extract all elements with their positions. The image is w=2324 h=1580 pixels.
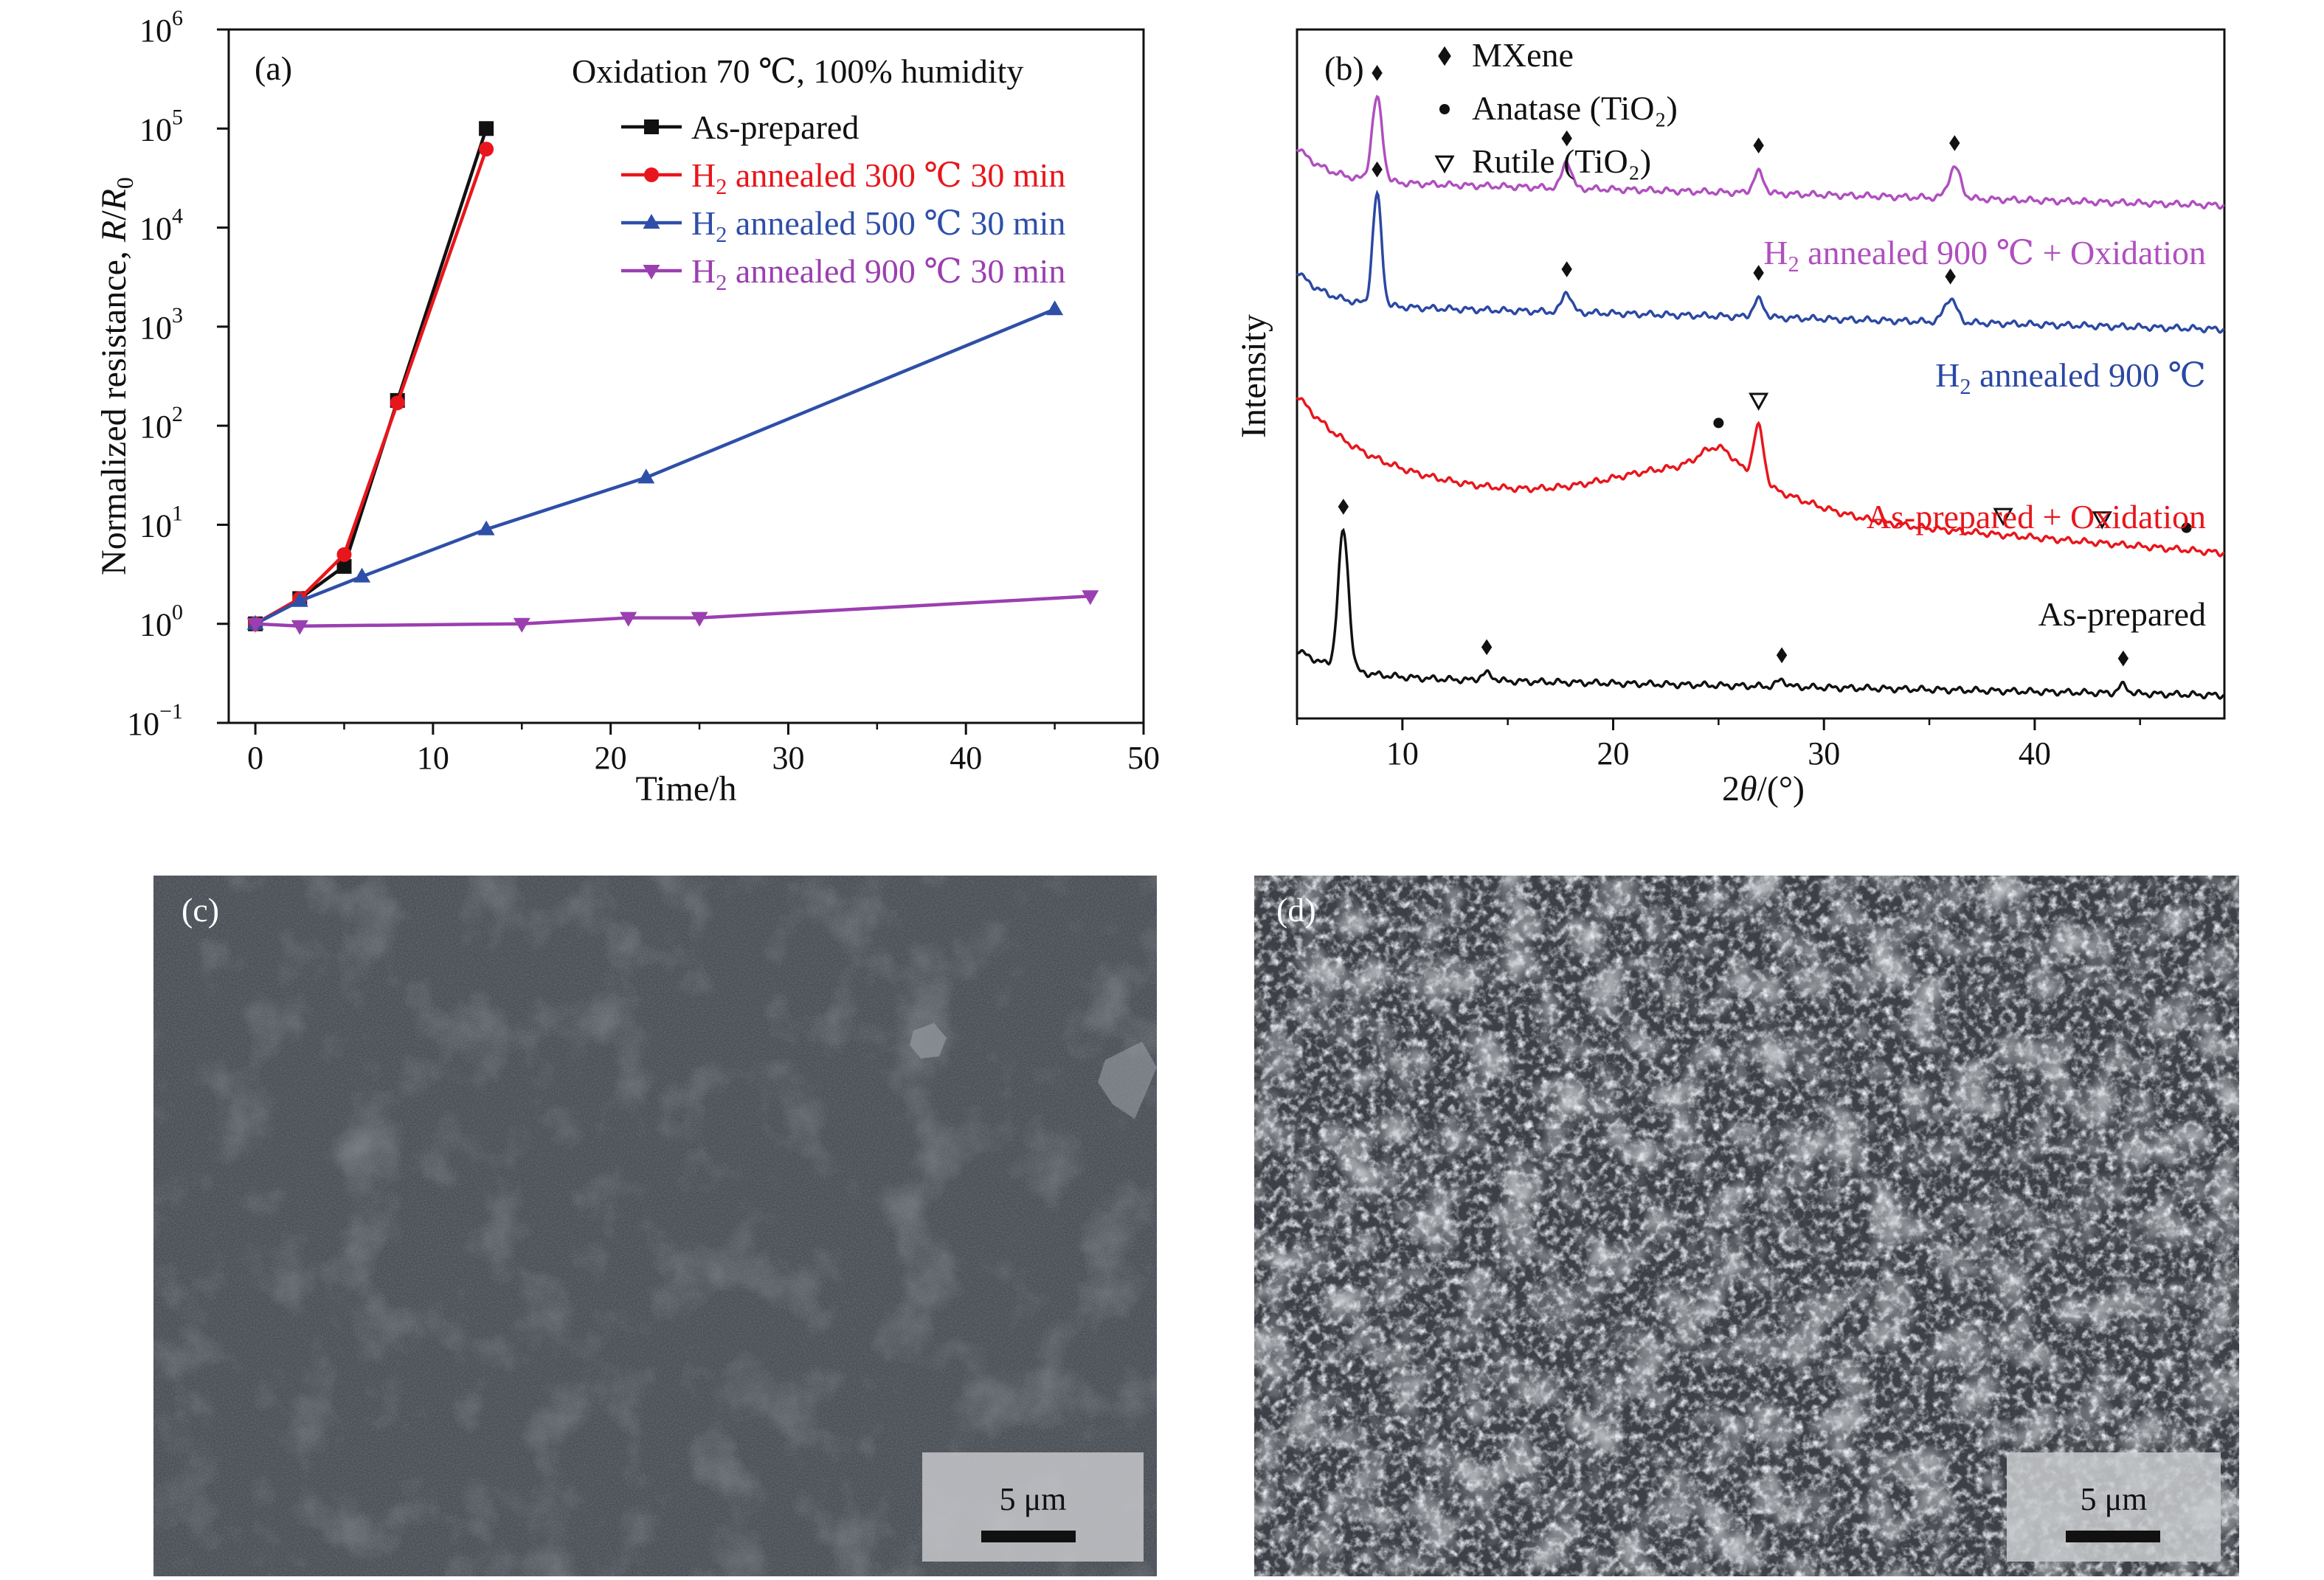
y-tick-label: 10−1 — [127, 699, 183, 742]
phase-marker — [1945, 268, 1956, 285]
panel-a-plot-frame — [227, 28, 1145, 724]
data-point — [291, 592, 308, 607]
data-point — [246, 617, 264, 633]
panel-a-x-axis-label: Time/h — [636, 769, 737, 808]
y-tick-label: 105 — [139, 105, 183, 148]
pattern-label: H2 annealed 900 ℃ — [1935, 356, 2206, 399]
phase-marker — [1338, 499, 1349, 515]
legend-marker — [644, 119, 659, 134]
x-tick-label: 50 — [1127, 740, 1160, 776]
legend-phase-label: MXene — [1472, 36, 1574, 74]
data-point — [353, 567, 371, 583]
phase-marker — [1993, 507, 2013, 527]
data-point — [336, 547, 352, 562]
legend-entry-label: H2 annealed 300 ℃ 30 min — [691, 156, 1065, 199]
panel-b-label: (b) — [1324, 49, 1364, 87]
xrd-pattern-line — [1296, 396, 2225, 558]
data-point — [479, 142, 494, 157]
x-tick-label: 30 — [772, 740, 804, 776]
legend-phase-symbol — [1438, 46, 1451, 66]
data-point — [390, 395, 405, 411]
pattern-label: As-prepared — [2038, 595, 2206, 633]
y-tick-label: 104 — [139, 204, 183, 247]
series-line — [255, 595, 1090, 628]
legend-marker — [643, 265, 660, 280]
legend-marker — [644, 167, 659, 182]
y-tick-label: 100 — [139, 600, 183, 643]
x-tick-label: 20 — [595, 740, 627, 776]
pattern-label: As-prepared + Oxidation — [1867, 498, 2206, 536]
legend-phase-label: Anatase (TiO₂) — [1472, 89, 1678, 127]
phase-marker — [1713, 417, 1724, 429]
phase-marker — [1753, 265, 1764, 281]
panel-c-scale-bar: 5 μm — [922, 1452, 1144, 1562]
panel-c-sem-image: (c) 5 μm — [153, 876, 1157, 1576]
xrd-pattern-line — [1296, 527, 2225, 700]
legend-phase-label: Rutile (TiO₂) — [1472, 142, 1651, 180]
panel-b-xrd-chart: 10 20 30 40 H2 annealed 900 ℃ + Oxidation H2… — [1234, 28, 2226, 808]
panel-a-y-axis-label: Normalized resistance, R/R0 — [94, 177, 138, 575]
series-line — [255, 308, 1056, 626]
data-point — [291, 620, 308, 635]
x-tick-label: 0 — [247, 740, 263, 776]
y-tick-label: 101 — [139, 501, 183, 544]
data-point — [479, 121, 494, 136]
y-tick-label: 102 — [139, 402, 183, 445]
data-point — [513, 617, 530, 633]
panel-b-x-axis-label: 2θ/(°) — [1722, 769, 1805, 808]
series-line — [255, 148, 488, 626]
phase-marker — [1749, 392, 1769, 411]
x-tick-label: 20 — [1597, 735, 1630, 772]
panel-a-label: (a) — [255, 49, 292, 87]
data-point — [637, 468, 655, 484]
panel-a-chart-title: Oxidation 70 ℃, 100% humidity — [572, 52, 1023, 90]
panel-b-plot-frame — [1296, 28, 2226, 720]
data-point — [477, 520, 495, 536]
x-tick-label: 40 — [950, 740, 982, 776]
data-point — [1046, 300, 1064, 316]
series-line — [255, 128, 488, 626]
legend-phase-symbol — [1439, 104, 1450, 114]
phase-marker — [1776, 647, 1788, 664]
panel-c-label: (c) — [181, 891, 219, 929]
phase-marker — [1481, 639, 1493, 656]
xrd-pattern-line — [1296, 94, 2225, 210]
x-tick-label: 10 — [417, 740, 449, 776]
phase-marker — [2092, 511, 2112, 530]
svg-text:5 μm: 5 μm — [1000, 1481, 1067, 1517]
legend-entry-label: As-prepared — [691, 108, 859, 146]
y-tick-label: 106 — [139, 6, 183, 49]
phase-marker — [1561, 130, 1572, 147]
legend-marker — [643, 214, 660, 229]
phase-marker — [2181, 522, 2192, 533]
phase-marker — [2117, 650, 2129, 667]
legend-phase-symbol — [1434, 155, 1455, 174]
data-point — [691, 611, 708, 627]
data-point — [620, 611, 637, 627]
svg-text:5 μm: 5 μm — [2081, 1481, 2148, 1517]
xrd-pattern-line — [1296, 189, 2225, 334]
phase-marker — [1753, 137, 1764, 154]
phase-marker — [1561, 261, 1572, 277]
pattern-label: H2 annealed 900 ℃ + Oxidation — [1763, 234, 2206, 277]
panel-a-resistance-chart: 0 10 20 30 40 50 10−1 100 101 102 103 104 105 106 As-… — [94, 6, 1160, 808]
x-tick-label: 30 — [1808, 735, 1840, 772]
data-point — [336, 558, 352, 574]
panel-d-label: (d) — [1276, 891, 1316, 929]
data-point — [1082, 590, 1099, 606]
panel-d-scale-bar: 5 μm — [2007, 1452, 2221, 1562]
legend-entry-label: H2 annealed 500 ℃ 30 min — [691, 204, 1065, 247]
panel-d-sem-image: (d) 5 μm — [1254, 876, 2239, 1576]
x-tick-label: 40 — [2019, 735, 2051, 772]
x-tick-label: 10 — [1386, 735, 1419, 772]
phase-marker — [1372, 65, 1383, 81]
legend-entry-label: H2 annealed 900 ℃ 30 min — [691, 252, 1065, 295]
phase-marker — [1949, 135, 1960, 151]
panel-b-y-axis-label: Intensity — [1234, 314, 1273, 438]
phase-marker — [1372, 161, 1383, 178]
y-tick-label: 103 — [139, 303, 183, 346]
